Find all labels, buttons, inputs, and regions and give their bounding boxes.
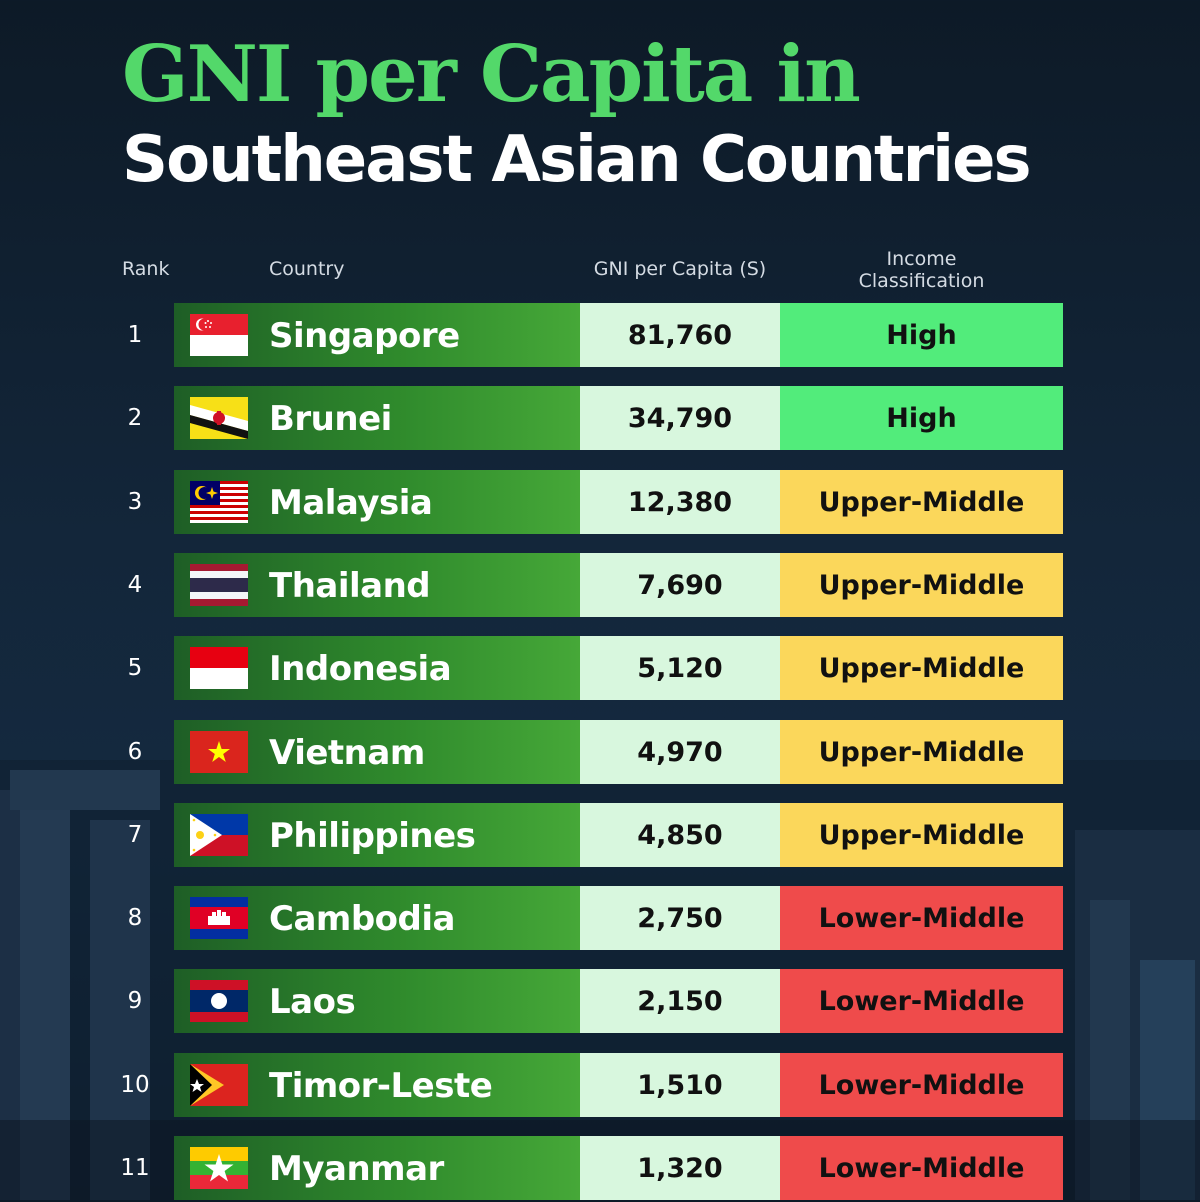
country-name: Laos: [269, 982, 356, 1022]
laos-flag-icon: [190, 980, 248, 1022]
table-row: 10 Timor-Leste 1,510 Lower-Middle: [0, 1053, 1200, 1117]
thailand-flag-icon: [190, 564, 248, 606]
country-cell-thailand: Thailand: [174, 553, 580, 617]
table-row: 9 Laos 2,150 Lower-Middle: [0, 969, 1200, 1033]
malaysia-flag-icon: [190, 481, 248, 523]
country-cell-indonesia: Indonesia: [174, 636, 580, 700]
country-name: Timor-Leste: [269, 1066, 493, 1106]
myanmar-flag-icon: [190, 1147, 248, 1189]
income-classification-badge: High: [780, 386, 1063, 450]
country-cell-cambodia: Cambodia: [174, 886, 580, 950]
philippines-flag-icon: [190, 814, 248, 856]
gni-value: 2,750: [580, 886, 780, 950]
gni-column-header: GNI per Capita (S): [593, 258, 767, 280]
country-cell-brunei: Brunei: [174, 386, 580, 450]
gni-value: 2,150: [580, 969, 780, 1033]
country-cell-laos: Laos: [174, 969, 580, 1033]
country-cell-myanmar: Myanmar: [174, 1136, 580, 1200]
country-name: Vietnam: [269, 733, 425, 773]
country-name: Indonesia: [269, 649, 452, 689]
country-cell-singapore: Singapore: [174, 303, 580, 367]
rank-value: 1: [127, 322, 143, 348]
income-header-line2: Classification: [858, 270, 985, 292]
gni-value: 7,690: [580, 553, 780, 617]
country-column-header: Country: [269, 258, 345, 280]
rank-value: 5: [127, 655, 143, 681]
country-cell-malaysia: Malaysia: [174, 470, 580, 534]
income-header-line1: Income: [886, 248, 957, 270]
gni-value: 34,790: [580, 386, 780, 450]
income-classification-badge: Lower-Middle: [780, 886, 1063, 950]
chart-title-line1: GNI per Capita in: [122, 29, 861, 120]
table-row: 11 Myanmar 1,320 Lower-Middle: [0, 1136, 1200, 1200]
income-column-header: Income Classification: [780, 248, 1063, 292]
rank-value: 6: [127, 739, 143, 765]
gni-value: 4,970: [580, 720, 780, 784]
country-cell-vietnam: Vietnam: [174, 720, 580, 784]
income-classification-badge: Lower-Middle: [780, 969, 1063, 1033]
income-classification-badge: High: [780, 303, 1063, 367]
country-name: Brunei: [269, 399, 392, 439]
table-row: 2 Brunei 34,790 High: [0, 386, 1200, 450]
table-row: 3 Malaysia 12,380 Upper-Middle: [0, 470, 1200, 534]
gni-value: 4,850: [580, 803, 780, 867]
income-classification-badge: Upper-Middle: [780, 470, 1063, 534]
gni-value: 1,510: [580, 1053, 780, 1117]
rank-column-header: Rank: [122, 258, 170, 280]
brunei-flag-icon: [190, 397, 248, 439]
country-cell-philippines: Philippines: [174, 803, 580, 867]
income-classification-badge: Upper-Middle: [780, 720, 1063, 784]
income-classification-badge: Upper-Middle: [780, 553, 1063, 617]
singapore-flag-icon: [190, 314, 248, 356]
rank-value: 10: [120, 1072, 150, 1098]
rank-value: 2: [127, 405, 143, 431]
table-row: 4 Thailand 7,690 Upper-Middle: [0, 553, 1200, 617]
rank-value: 8: [127, 905, 143, 931]
country-name: Philippines: [269, 816, 476, 856]
country-name: Cambodia: [269, 899, 455, 939]
table-row: 5 Indonesia 5,120 Upper-Middle: [0, 636, 1200, 700]
country-name: Thailand: [269, 566, 431, 606]
gni-value: 5,120: [580, 636, 780, 700]
rank-value: 11: [120, 1155, 150, 1181]
income-classification-badge: Upper-Middle: [780, 636, 1063, 700]
cambodia-flag-icon: [190, 897, 248, 939]
timor-leste-flag-icon: [190, 1064, 248, 1106]
table-row: 8 Cambodia 2,750 Lower-Middle: [0, 886, 1200, 950]
country-name: Malaysia: [269, 483, 433, 523]
indonesia-flag-icon: [190, 647, 248, 689]
table-row: 6 Vietnam 4,970 Upper-Middle: [0, 720, 1200, 784]
country-cell-timor-leste: Timor-Leste: [174, 1053, 580, 1117]
country-name: Myanmar: [269, 1149, 444, 1189]
income-classification-badge: Lower-Middle: [780, 1053, 1063, 1117]
table-row: 7 Philippines 4,850 Upper-Middle: [0, 803, 1200, 867]
gni-value: 81,760: [580, 303, 780, 367]
gni-value: 1,320: [580, 1136, 780, 1200]
income-classification-badge: Upper-Middle: [780, 803, 1063, 867]
rank-value: 3: [127, 489, 143, 515]
rank-value: 7: [127, 822, 143, 848]
rank-value: 4: [127, 572, 143, 598]
country-name: Singapore: [269, 316, 460, 356]
vietnam-flag-icon: [190, 731, 248, 773]
table-row: 1 Singapore 81,760 High: [0, 303, 1200, 367]
rank-value: 9: [127, 988, 143, 1014]
chart-title-line2: Southeast Asian Countries: [122, 123, 1032, 197]
gni-value: 12,380: [580, 470, 780, 534]
income-classification-badge: Lower-Middle: [780, 1136, 1063, 1200]
